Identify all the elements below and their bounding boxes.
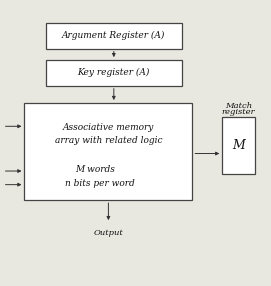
Text: Match: Match <box>225 102 252 110</box>
Text: register: register <box>222 108 255 116</box>
Bar <box>46 23 182 49</box>
Text: Output: Output <box>93 229 123 237</box>
Text: Argument Register (A): Argument Register (A) <box>62 31 166 40</box>
Text: M words: M words <box>75 164 115 174</box>
Text: Key register (A): Key register (A) <box>78 68 150 78</box>
Text: M: M <box>232 139 245 152</box>
Text: array with related logic: array with related logic <box>55 136 162 146</box>
Text: Associative memory: Associative memory <box>63 123 154 132</box>
Bar <box>222 117 255 174</box>
Bar <box>46 60 182 86</box>
Bar <box>24 103 192 200</box>
Text: n bits per word: n bits per word <box>65 179 135 188</box>
